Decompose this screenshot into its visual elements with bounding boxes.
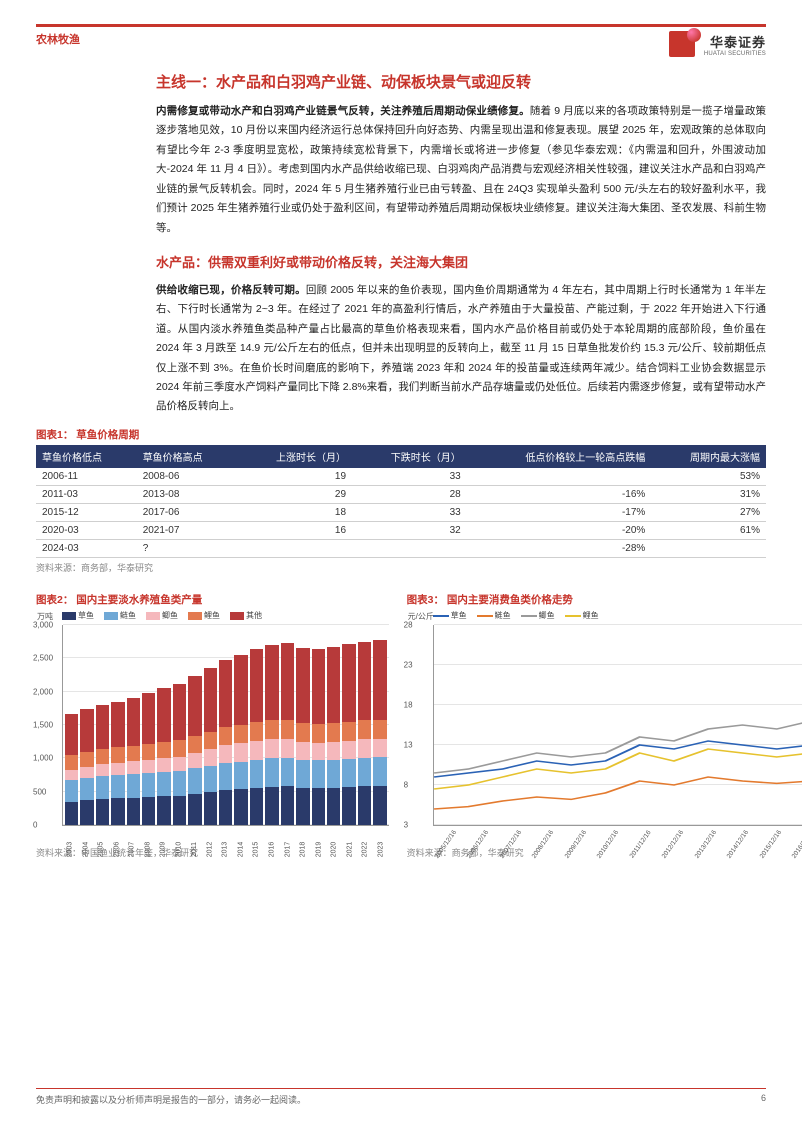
logo-en: HUATAI SECURITIES — [704, 51, 766, 57]
sub-title: 水产品：供需双重利好或带动价格反转，关注海大集团 — [156, 252, 766, 271]
charts-row: 图表2： 国内主要淡水养殖鱼类产量 草鱼鲢鱼鲫鱼鲤鱼其他 万吨 05001,00… — [36, 582, 766, 867]
chart2-col: 图表2： 国内主要淡水养殖鱼类产量 草鱼鲢鱼鲫鱼鲤鱼其他 万吨 05001,00… — [36, 582, 389, 867]
footer-disclaimer: 免责声明和披露以及分析师声明是报告的一部分，请务必一起阅读。 — [36, 1093, 306, 1106]
logo: 华泰证券 HUATAI SECURITIES — [669, 31, 766, 57]
chart2-xlabels: 2003200420052006200720082009201020112012… — [62, 828, 389, 843]
chart3-legend: 草鱼鲢鱼鲫鱼鲤鱼 — [433, 610, 802, 621]
chart3: 元/公斤 3813182328 — [433, 625, 802, 826]
paragraph-1: 内需修复或带动水产和白羽鸡产业链景气反转，关注养殖后周期动保业绩修复。随着 9 … — [156, 102, 766, 238]
chart3-xlabels: 2005/12/162006/12/162007/12/162008/12/16… — [433, 828, 802, 843]
table1: 草鱼价格低点草鱼价格高点上涨时长（月）下跌时长（月）低点价格较上一轮高点跌幅周期… — [36, 445, 766, 558]
main-title: 主线一：水产品和白羽鸡产业链、动保板块景气或迎反转 — [156, 71, 766, 92]
header: 农林牧渔 华泰证券 HUATAI SECURITIES — [36, 31, 766, 57]
logo-cn: 华泰证券 — [704, 32, 766, 51]
logo-text: 华泰证券 HUATAI SECURITIES — [704, 32, 766, 57]
chart3-caption: 图表3： 国内主要消费鱼类价格走势 — [407, 592, 802, 607]
top-border — [36, 24, 766, 27]
paragraph-2: 供给收缩已现，价格反转可期。回顾 2005 年以来的鱼价表现，国内鱼价周期通常为… — [156, 281, 766, 417]
logo-icon — [669, 31, 695, 57]
chart2: 万吨 05001,0001,5002,0002,5003,000 — [62, 625, 389, 826]
chart2-legend: 草鱼鲢鱼鲫鱼鲤鱼其他 — [62, 610, 389, 621]
page: 农林牧渔 华泰证券 HUATAI SECURITIES 主线一：水产品和白羽鸡产… — [0, 0, 802, 1116]
table1-source: 资料来源：商务部，华泰研究 — [36, 561, 766, 574]
chart2-caption: 图表2： 国内主要淡水养殖鱼类产量 — [36, 592, 389, 607]
table1-caption: 图表1： 草鱼价格周期 — [36, 427, 766, 442]
footer: 免责声明和披露以及分析师声明是报告的一部分，请务必一起阅读。 6 — [36, 1088, 766, 1106]
footer-page: 6 — [761, 1093, 766, 1106]
chart3-col: 图表3： 国内主要消费鱼类价格走势 草鱼鲢鱼鲫鱼鲤鱼 元/公斤 38131823… — [407, 582, 802, 867]
sector-label: 农林牧渔 — [36, 31, 80, 47]
